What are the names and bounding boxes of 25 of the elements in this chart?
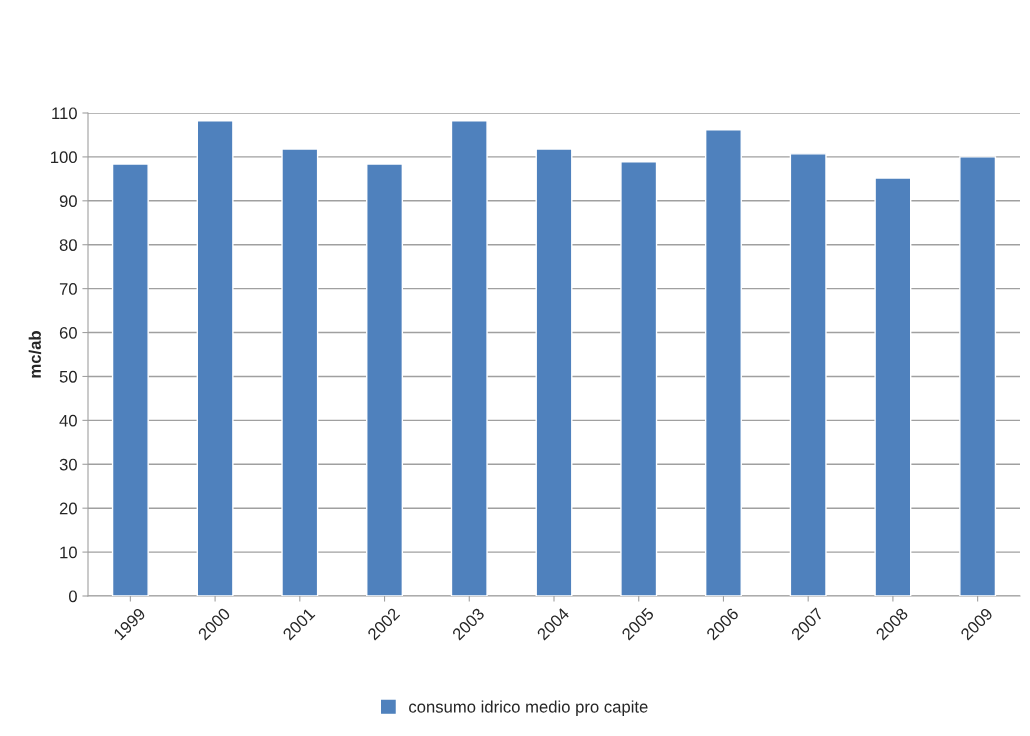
bar — [535, 148, 573, 596]
y-tick-label: 70 — [59, 283, 77, 295]
y-tick-label: 10 — [60, 546, 77, 559]
bar — [196, 120, 234, 596]
legend-label: consumo idrico medio pro capite — [409, 700, 648, 716]
bar — [281, 148, 319, 596]
bar — [620, 161, 658, 596]
y-tick-label: 110 — [52, 107, 77, 120]
bar — [959, 156, 997, 596]
y-tick-label: 100 — [51, 151, 77, 164]
bar — [874, 177, 912, 596]
y-tick-label: 20 — [59, 502, 77, 515]
bar — [450, 120, 488, 596]
bar — [366, 163, 404, 596]
bar — [111, 163, 149, 596]
y-tick-label: 50 — [59, 370, 77, 383]
y-tick-label: 0 — [68, 590, 77, 603]
y-tick-label: 80 — [59, 239, 77, 251]
y-tick-label: 40 — [59, 414, 77, 427]
bar — [704, 128, 742, 596]
y-tick-label: 30 — [59, 458, 77, 471]
y-tick-label: 60 — [59, 326, 77, 339]
y-tick-label: 90 — [59, 195, 77, 208]
y-axis-title: mc/ab — [28, 331, 42, 378]
bar — [789, 153, 827, 596]
